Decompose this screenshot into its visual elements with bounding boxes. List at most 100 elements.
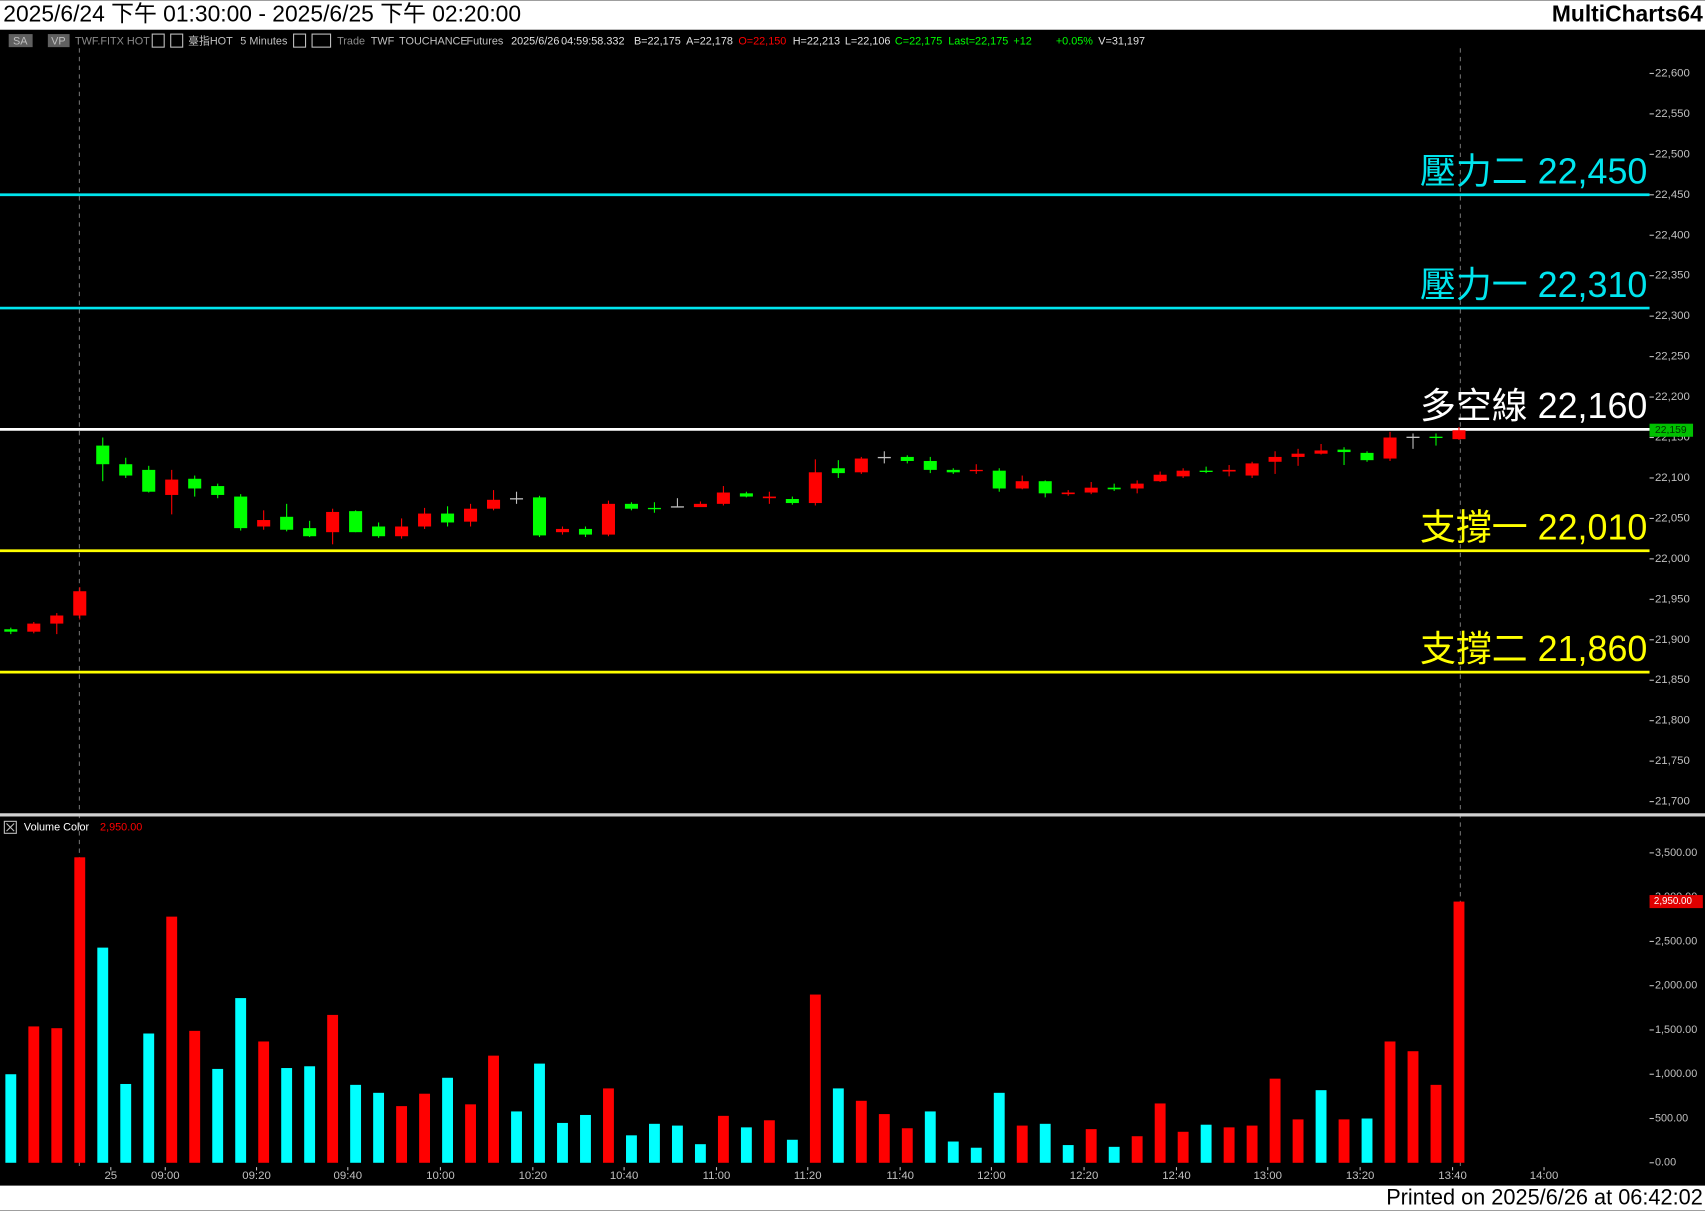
volume-bar <box>694 1144 706 1163</box>
y-tick-label: 3,500.00 <box>1655 847 1697 859</box>
y-tick-label: 22,350 <box>1655 270 1690 282</box>
volume-bar <box>1453 901 1465 1163</box>
x-tick-label: 11:40 <box>886 1170 914 1182</box>
candle-body <box>854 458 868 473</box>
toolbar-item: +12 <box>1013 36 1031 48</box>
vp-button[interactable] <box>47 34 70 48</box>
volume-bar <box>717 1115 729 1163</box>
toolbar-item: TWF <box>371 36 395 48</box>
volume-bar <box>97 947 109 1163</box>
dropdown[interactable] <box>293 33 307 48</box>
last-price-tag <box>1649 423 1694 437</box>
x-tick-label: 13:20 <box>1346 1170 1375 1182</box>
candle-body <box>464 508 478 522</box>
dropdown[interactable] <box>311 33 332 48</box>
volume-bar <box>809 994 821 1163</box>
volume-bar <box>1016 1125 1028 1163</box>
candle-body <box>1452 430 1466 440</box>
toolbar-item: L=22,106 <box>845 36 891 48</box>
y-tick-label: 500.00 <box>1655 1112 1688 1124</box>
x-tick-label: 09:00 <box>151 1170 180 1182</box>
pane-last-value: 2,950.00 <box>100 822 142 834</box>
dropdown[interactable] <box>151 33 165 48</box>
volume-bar <box>143 1033 155 1163</box>
x-tick-label: 13:00 <box>1253 1170 1282 1182</box>
candle-body <box>395 526 409 537</box>
volume-bar <box>786 1139 798 1163</box>
candle-body <box>900 456 914 461</box>
pane-title: Volume Color <box>24 822 90 834</box>
volume-bar <box>1177 1131 1189 1163</box>
app-name: MultiCharts64 <box>1552 1 1703 27</box>
y-tick-label: 22,250 <box>1655 351 1690 363</box>
volume-bar <box>763 1120 775 1163</box>
volume-bar <box>557 1122 568 1163</box>
volume-bar <box>212 1068 224 1163</box>
volume-bar <box>970 1147 982 1163</box>
y-tick-label: 22,600 <box>1655 67 1690 79</box>
candle-body <box>716 492 730 504</box>
candle-body <box>624 503 638 509</box>
volume-bar <box>74 857 86 1163</box>
volume-bar <box>580 1114 591 1163</box>
y-tick-label: 22,450 <box>1655 189 1690 201</box>
candle-body <box>1268 456 1282 462</box>
level-label: 壓力二 22,450 <box>1420 152 1647 192</box>
toolbar-item: A=22,178 <box>686 36 733 48</box>
volume-bar <box>832 1088 844 1163</box>
volume-bar <box>901 1128 913 1163</box>
candle-body <box>280 516 294 530</box>
candle-body <box>1222 469 1236 472</box>
candle-body <box>1107 487 1121 490</box>
sa-button[interactable] <box>8 34 33 48</box>
volume-bar <box>465 1104 476 1163</box>
candle-body <box>1061 492 1075 495</box>
candle-body <box>877 456 891 459</box>
y-tick-label: 22,500 <box>1655 148 1690 160</box>
candle-body <box>601 503 615 535</box>
footer-bar <box>0 1185 1705 1211</box>
toolbar-item: H=22,213 <box>793 36 840 48</box>
toolbar-item: 2025/6/26 <box>511 36 559 48</box>
volume-bar <box>1039 1123 1051 1163</box>
candle-body <box>4 629 18 632</box>
volume-bar <box>419 1093 431 1163</box>
candle-body <box>1153 474 1167 482</box>
toolbar-item: C=22,175 <box>895 36 942 48</box>
toolbar-item: Last=22,175 <box>948 36 1008 48</box>
x-tick-label: 12:00 <box>977 1170 1006 1182</box>
close-pane-button[interactable] <box>3 820 17 834</box>
x-tick-label: 11:00 <box>703 1170 731 1182</box>
volume-bar <box>878 1114 890 1163</box>
volume-bar <box>671 1125 683 1163</box>
candle-body <box>555 528 570 533</box>
candle-body <box>303 528 317 537</box>
volume-bar <box>166 916 178 1163</box>
volume-bar <box>1292 1119 1304 1163</box>
candle-body <box>1199 470 1213 472</box>
volume-bar <box>1108 1146 1120 1163</box>
candle-body <box>1084 487 1098 493</box>
candle-body <box>1383 437 1397 459</box>
volume-bar <box>1154 1103 1166 1163</box>
volume-bar <box>603 1088 614 1163</box>
level-label: 多空線 22,160 <box>1420 386 1647 426</box>
volume-bar <box>649 1123 660 1163</box>
candle-body <box>487 499 501 509</box>
candle-body <box>1130 483 1144 489</box>
volume-bar <box>373 1092 385 1163</box>
last-price-label: 22,159 <box>1655 425 1687 436</box>
volume-bar <box>281 1068 293 1163</box>
candle-body <box>211 486 225 495</box>
volume-bar <box>304 1066 316 1163</box>
candle-body <box>1314 450 1328 454</box>
x-tick-label: 11:20 <box>794 1170 822 1182</box>
candle-body <box>946 469 960 473</box>
volume-bar <box>1430 1084 1442 1163</box>
volume-bar <box>350 1084 362 1163</box>
volume-bar <box>396 1106 408 1163</box>
dropdown[interactable] <box>170 33 184 48</box>
toolbar-item: TWF.FITX HOT <box>75 36 150 48</box>
